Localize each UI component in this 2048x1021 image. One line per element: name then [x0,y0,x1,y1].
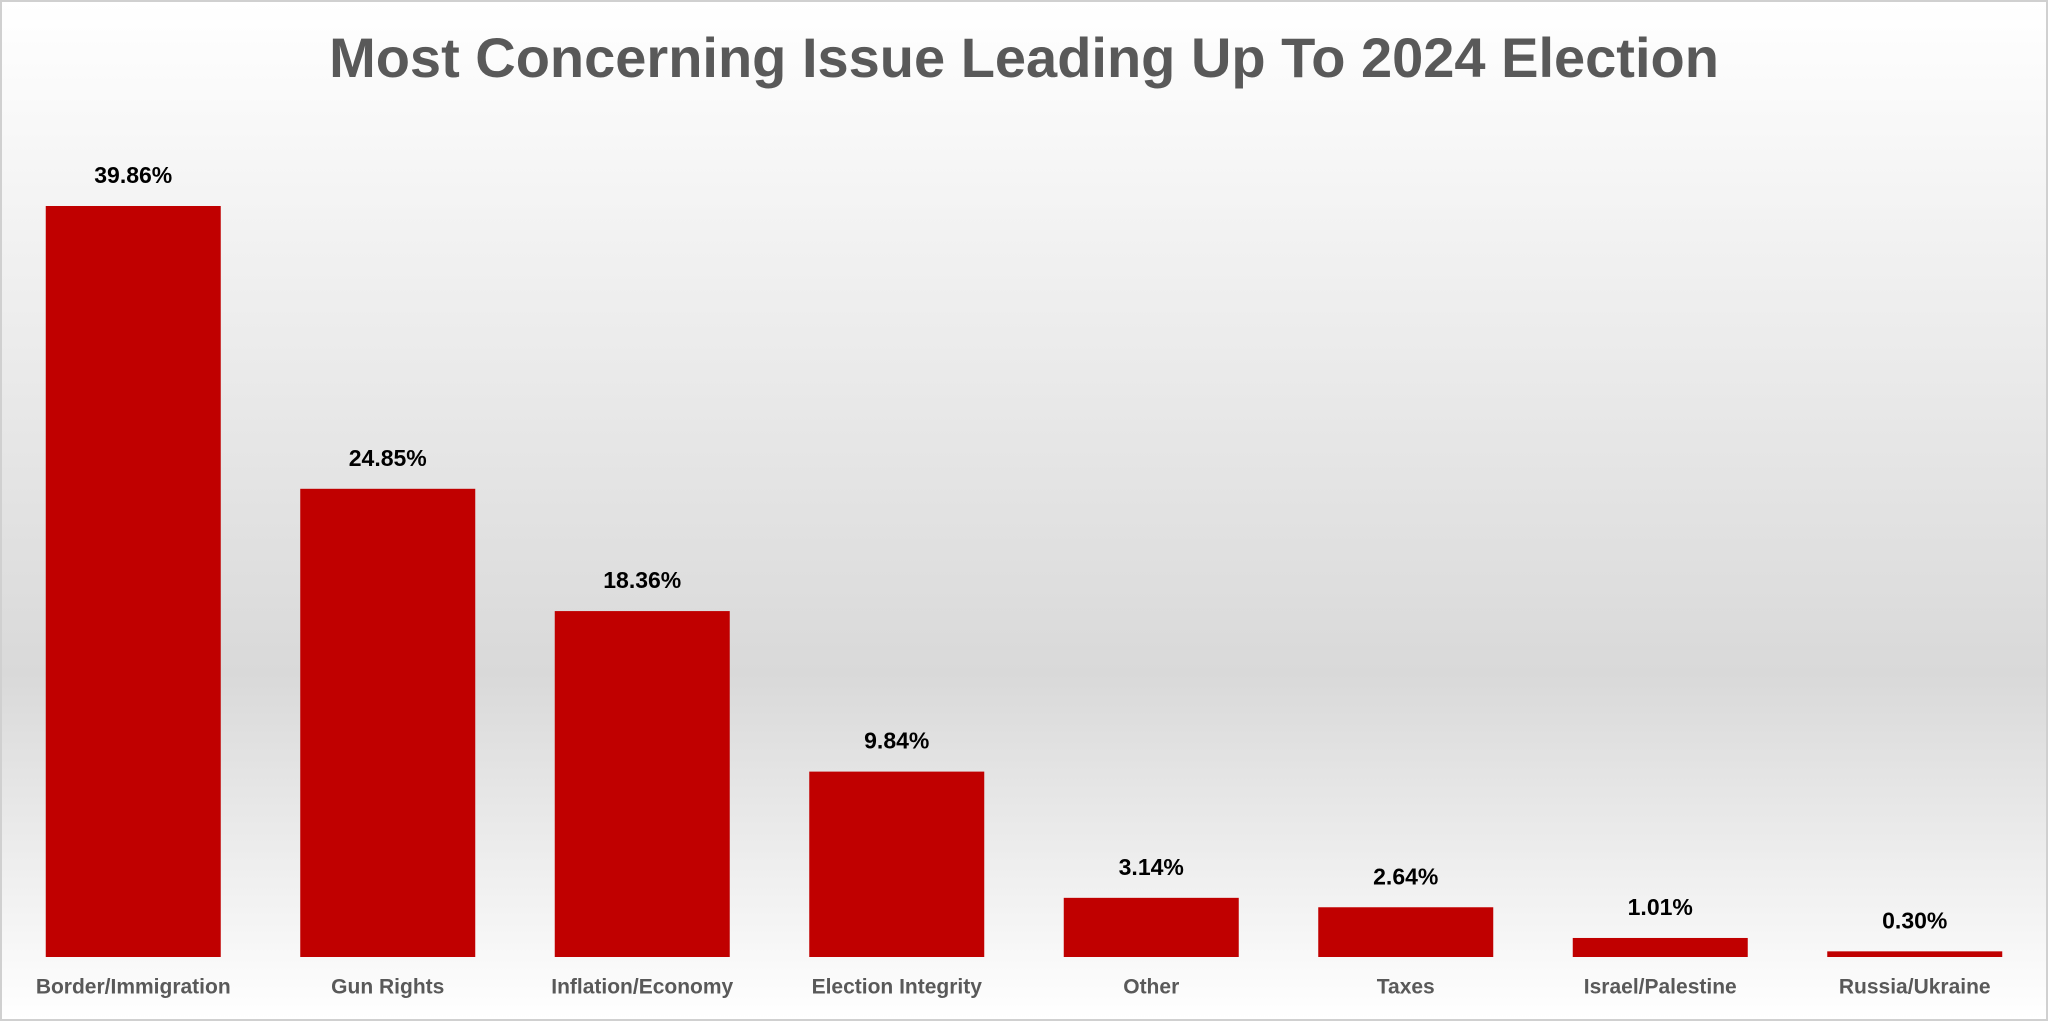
chart-title: Most Concerning Issue Leading Up To 2024… [329,26,1719,89]
x-tick-label: Border/Immigration [36,976,231,999]
x-tick-label: Israel/Palestine [1584,976,1737,999]
bar [300,488,476,957]
x-tick-label: Taxes [1377,976,1435,999]
x-tick-label: Gun Rights [331,976,444,999]
bar [1063,897,1239,957]
value-label: 0.30% [1882,907,1947,933]
value-label: 39.86% [94,162,172,188]
bar [45,206,221,957]
value-label: 1.01% [1628,894,1693,920]
value-label: 9.84% [864,728,929,754]
x-tick-label: Inflation/Economy [551,976,733,999]
x-tick-label: Election Integrity [812,976,983,999]
value-label: 18.36% [603,567,681,593]
bar [554,611,730,957]
value-label: 24.85% [349,445,427,471]
value-label: 2.64% [1373,863,1438,889]
x-tick-label: Other [1123,976,1179,999]
bar [1318,907,1494,957]
bar [1827,951,2003,957]
value-label: 3.14% [1119,854,1184,880]
bar [1572,937,1748,957]
bar [809,771,985,957]
x-tick-label: Russia/Ukraine [1839,976,1991,999]
